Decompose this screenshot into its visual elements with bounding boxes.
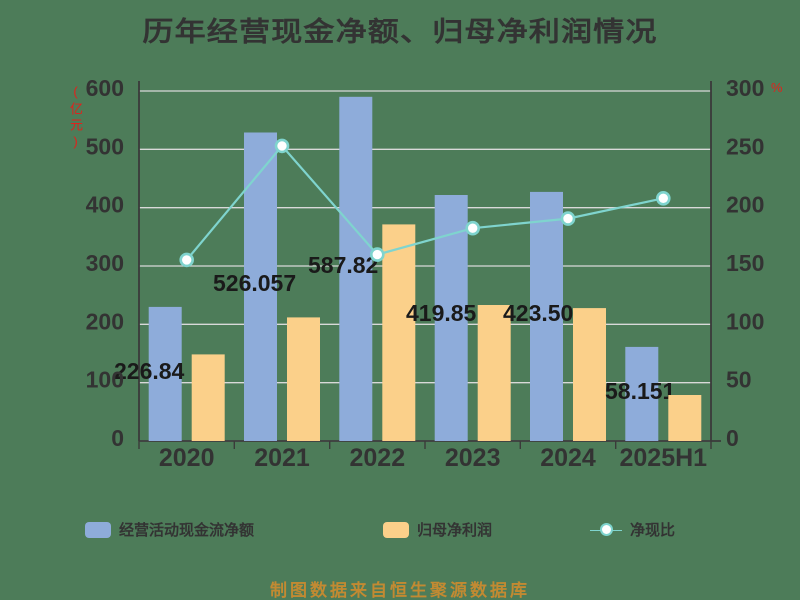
svg-text:0: 0 [111, 425, 124, 451]
svg-text:423.50: 423.50 [503, 300, 573, 326]
svg-text:58.151: 58.151 [605, 378, 676, 404]
svg-text:100: 100 [86, 367, 124, 393]
svg-text:200: 200 [726, 192, 764, 218]
svg-text:0: 0 [726, 425, 739, 451]
svg-text:50: 50 [726, 367, 752, 393]
svg-text:100: 100 [726, 308, 764, 334]
svg-text:300: 300 [86, 250, 124, 276]
svg-text:2020: 2020 [159, 444, 215, 472]
svg-text:226.84: 226.84 [114, 358, 185, 384]
svg-text:150: 150 [726, 250, 764, 276]
svg-text:500: 500 [86, 133, 124, 159]
svg-text:200: 200 [86, 308, 124, 334]
svg-text:2021: 2021 [254, 444, 310, 472]
svg-text:2025H1: 2025H1 [620, 444, 708, 472]
svg-text:600: 600 [86, 75, 124, 101]
svg-text:526.057: 526.057 [213, 270, 296, 296]
svg-text:300: 300 [726, 75, 764, 101]
svg-text:250: 250 [726, 133, 764, 159]
svg-text:400: 400 [86, 192, 124, 218]
svg-text:587.82: 587.82 [308, 252, 378, 278]
svg-text:2024: 2024 [540, 444, 596, 472]
svg-text:419.85: 419.85 [406, 300, 477, 326]
svg-text:2022: 2022 [349, 444, 405, 472]
svg-text:2023: 2023 [445, 444, 501, 472]
